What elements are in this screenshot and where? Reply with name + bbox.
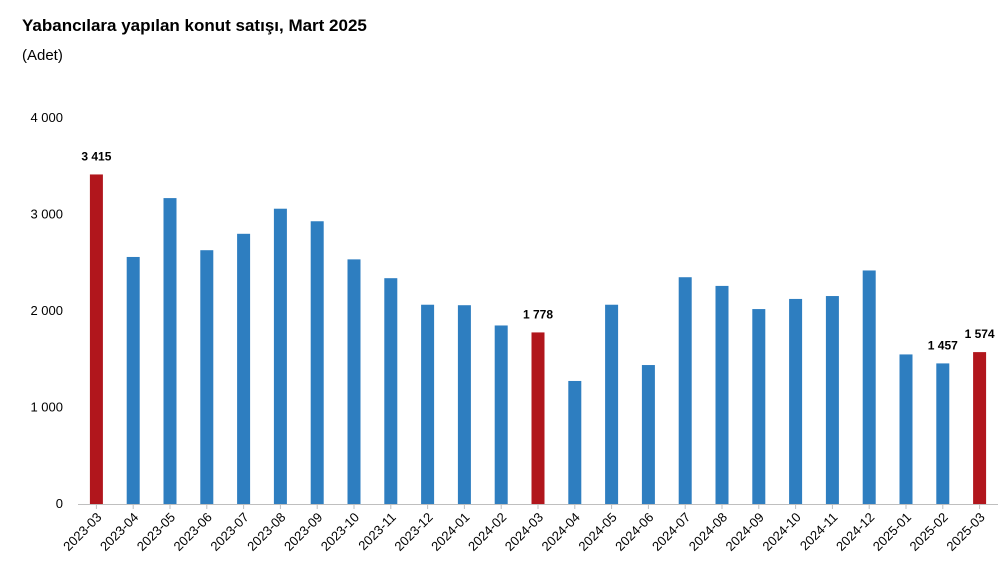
x-tick-label: 2024-07 [649, 510, 693, 554]
x-tick-label: 2024-01 [428, 510, 472, 554]
bar-2023-04 [126, 256, 140, 504]
x-tick-label: 2024-05 [575, 510, 619, 554]
x-tick-label: 2024-02 [465, 510, 509, 554]
x-tick-label: 2024-04 [539, 510, 583, 554]
x-tick-label: 2024-03 [502, 510, 546, 554]
bar-2024-01 [457, 305, 471, 504]
x-tick-label: 2025-03 [943, 510, 987, 554]
x-tick-label: 2023-11 [355, 510, 399, 554]
data-label-2025-02: 1 457 [928, 338, 958, 352]
bar-2023-03 [89, 174, 103, 504]
bar-2023-05 [163, 198, 177, 504]
x-tick-label: 2024-06 [612, 510, 656, 554]
x-tick-label: 2025-02 [907, 510, 951, 554]
bar-2024-07 [678, 277, 692, 504]
bar-2025-02 [936, 363, 950, 504]
x-tick-label: 2023-06 [171, 510, 215, 554]
x-tick-label: 2023-12 [391, 510, 435, 554]
bar-2024-05 [605, 304, 619, 504]
y-tick-label: 1 000 [30, 400, 63, 415]
data-label-2023-03: 3 415 [81, 149, 111, 163]
bar-2023-06 [200, 250, 214, 504]
bar-2023-12 [421, 304, 435, 504]
data-labels: 3 415 1 778 1 457 1 574 [81, 149, 995, 352]
x-tick-label: 2023-03 [60, 510, 104, 554]
x-tick-label: 2023-07 [207, 510, 251, 554]
x-tick-label: 2024-08 [686, 510, 730, 554]
x-tick-label: 2023-04 [97, 510, 141, 554]
bar-2024-09 [752, 309, 766, 504]
x-tick-label: 2023-05 [134, 510, 178, 554]
y-tick-label: 4 000 [30, 110, 63, 125]
x-tick-label: 2023-09 [281, 510, 325, 554]
bar-2024-03 [531, 332, 545, 504]
y-tick-label: 3 000 [30, 207, 63, 222]
x-tick-label: 2024-12 [833, 510, 877, 554]
bar-2023-08 [273, 208, 287, 504]
bar-2025-03 [973, 352, 987, 504]
x-tick-label: 2024-09 [723, 510, 767, 554]
data-label-2025-03: 1 574 [965, 327, 995, 341]
y-tick-label: 0 [56, 496, 63, 511]
y-tick-label: 2 000 [30, 303, 63, 318]
bar-2023-09 [310, 221, 324, 504]
x-tick-label: 2023-08 [244, 510, 288, 554]
chart-title: Yabancılara yapılan konut satışı, Mart 2… [22, 16, 367, 35]
x-tick-label: 2024-10 [759, 510, 803, 554]
bar-2023-11 [384, 278, 398, 504]
bar-2024-12 [862, 270, 876, 504]
bar-2025-01 [899, 354, 913, 504]
x-axis: 2023-032023-042023-052023-062023-072023-… [60, 504, 998, 554]
bar-2023-10 [347, 259, 361, 504]
bar-2023-07 [237, 233, 251, 505]
bars [89, 174, 987, 505]
chart-subtitle: (Adet) [22, 47, 63, 64]
bar-2024-02 [494, 325, 508, 504]
x-tick-label: 2023-10 [318, 510, 362, 554]
bar-2024-06 [641, 365, 655, 504]
bar-2024-10 [789, 298, 803, 504]
y-axis: 0 1 000 2 000 3 000 4 000 [30, 110, 63, 511]
x-tick-label: 2025-01 [870, 510, 914, 554]
data-label-2024-03: 1 778 [523, 307, 553, 321]
bar-2024-11 [825, 296, 839, 504]
x-tick-label: 2024-11 [797, 510, 841, 554]
bar-2024-08 [715, 285, 729, 504]
bar-2024-04 [568, 380, 582, 504]
